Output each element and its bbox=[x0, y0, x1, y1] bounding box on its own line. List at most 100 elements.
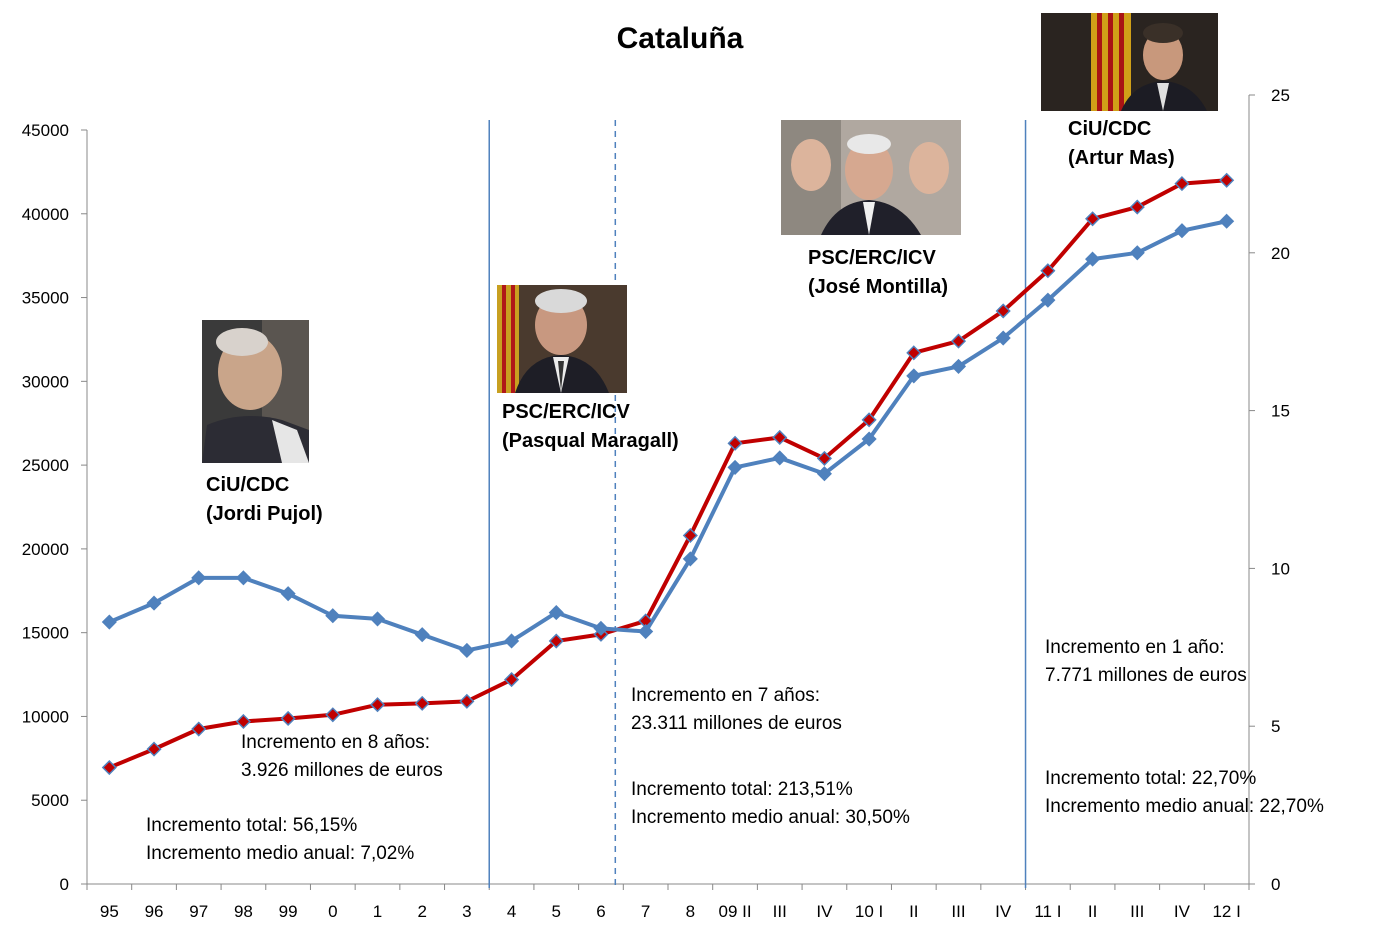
x-tick-label: 1 bbox=[373, 902, 382, 921]
y-right-tick-label: 15 bbox=[1271, 402, 1290, 421]
x-tick-label: II bbox=[909, 902, 918, 921]
period3-total: Incremento total: 22,70% bbox=[1045, 768, 1257, 789]
series-0-point bbox=[325, 707, 341, 723]
period3-increment-label: Incremento en 1 año: bbox=[1045, 637, 1225, 658]
series-0-point bbox=[414, 695, 430, 711]
x-tick-label: 3 bbox=[462, 902, 471, 921]
portrait-jordi-pujol bbox=[202, 320, 309, 463]
x-tick-label: IV bbox=[816, 902, 833, 921]
period2-annual: Incremento medio anual: 30,50% bbox=[631, 807, 910, 828]
x-tick-label: 09 II bbox=[718, 902, 751, 921]
series-0-point bbox=[459, 693, 475, 709]
x-tick-label: 10 I bbox=[855, 902, 883, 921]
series-1-point bbox=[816, 466, 832, 482]
y-left-tick-label: 25000 bbox=[22, 456, 69, 475]
series-0-point bbox=[682, 527, 698, 544]
series-0-point bbox=[548, 633, 564, 649]
x-tick-label: 7 bbox=[641, 902, 650, 921]
period3-amount: 7.771 millones de euros bbox=[1045, 665, 1247, 686]
label-maragall-party: PSC/ERC/ICV bbox=[502, 401, 630, 423]
y-left-tick-label: 15000 bbox=[22, 624, 69, 643]
y-right-tick-label: 25 bbox=[1271, 86, 1290, 105]
series-1-point bbox=[504, 633, 520, 649]
series-0-point bbox=[101, 759, 117, 776]
series-1-point bbox=[146, 595, 162, 611]
label-mas-party: CiU/CDC bbox=[1068, 118, 1152, 140]
label-maragall-name: (Pasqual Maragall) bbox=[502, 430, 679, 452]
period1-amount: 3.926 millones de euros bbox=[241, 760, 443, 781]
series-1-point bbox=[906, 368, 922, 384]
x-tick-label: 2 bbox=[417, 902, 426, 921]
x-tick-label: III bbox=[951, 902, 965, 921]
y-left-tick-label: 0 bbox=[60, 875, 69, 894]
axes: 0 5000 10000 15000 20000 25000 30000 35000 40000… bbox=[22, 86, 1290, 921]
series-1-point bbox=[950, 358, 967, 374]
x-tick-label: III bbox=[1130, 902, 1144, 921]
series-1-point bbox=[682, 551, 698, 567]
series-0-point bbox=[1129, 199, 1145, 215]
x-tick-label: 11 I bbox=[1034, 902, 1061, 921]
series-1-point bbox=[772, 450, 788, 466]
period1-increment: Incremento en 8 años: 3.926 millones de … bbox=[241, 729, 443, 785]
y-left-tick-label: 45000 bbox=[22, 121, 69, 140]
y-right-tick-label: 0 bbox=[1271, 875, 1280, 894]
series-0-point bbox=[950, 333, 967, 349]
y-left-tick-label: 40000 bbox=[22, 205, 69, 224]
period3-increment: Incremento en 1 año: 7.771 millones de e… bbox=[1045, 634, 1247, 690]
x-tick-label: 6 bbox=[596, 902, 605, 921]
series-1-point bbox=[1040, 292, 1056, 308]
series-1-point bbox=[1174, 223, 1190, 239]
series-1-point bbox=[325, 608, 341, 624]
y-left-tick-label: 5000 bbox=[31, 791, 69, 810]
period1-increment-label: Incremento en 8 años: bbox=[241, 732, 431, 753]
series-markers bbox=[101, 172, 1235, 776]
portrait-pasqual-maragall bbox=[497, 285, 627, 393]
x-tick-label: IV bbox=[1174, 902, 1191, 921]
label-mas-name: (Artur Mas) bbox=[1068, 147, 1175, 169]
series-0-point bbox=[146, 741, 162, 757]
x-tick-label: 98 bbox=[234, 902, 253, 921]
series-0-point bbox=[995, 303, 1011, 319]
series-line-0 bbox=[108, 178, 1227, 770]
series-0-point bbox=[235, 713, 251, 730]
series-1-point bbox=[191, 570, 207, 586]
x-tick-label: 0 bbox=[328, 902, 337, 921]
series-1-point bbox=[1129, 245, 1145, 261]
x-tick-label: II bbox=[1088, 902, 1097, 921]
series-line-1 bbox=[108, 219, 1228, 653]
y-right-tick-label: 10 bbox=[1271, 559, 1290, 578]
label-mas: CiU/CDC (Artur Mas) bbox=[1068, 115, 1175, 173]
series-0-point bbox=[280, 710, 296, 727]
x-tick-label: 96 bbox=[145, 902, 164, 921]
series-0-point bbox=[369, 697, 386, 713]
x-tick-label: IV bbox=[995, 902, 1012, 921]
chart-title: Cataluña bbox=[616, 22, 744, 55]
series-1-point bbox=[101, 614, 117, 630]
label-montilla: PSC/ERC/ICV (José Montilla) bbox=[808, 244, 948, 302]
series-lines bbox=[108, 178, 1228, 770]
x-tick-label: 5 bbox=[552, 902, 561, 921]
series-0-point bbox=[504, 672, 520, 688]
period3-stats: Incremento total: 22,70% Incremento medi… bbox=[1045, 765, 1324, 821]
period2-amount: 23.311 millones de euros bbox=[631, 713, 842, 734]
period-dividers bbox=[488, 120, 1027, 888]
series-0-point bbox=[1174, 176, 1190, 192]
series-0-point bbox=[727, 435, 743, 451]
x-tick-label: 4 bbox=[507, 902, 516, 921]
series-0-point bbox=[1219, 172, 1235, 188]
series-0-point bbox=[861, 412, 877, 428]
series-0-point bbox=[1085, 211, 1101, 227]
portrait-jose-montilla bbox=[781, 120, 961, 235]
x-tick-label: 12 I bbox=[1212, 902, 1240, 921]
label-pujol-party: CiU/CDC bbox=[206, 474, 290, 496]
label-maragall: PSC/ERC/ICV (Pasqual Maragall) bbox=[502, 398, 679, 456]
series-0-point bbox=[772, 429, 788, 446]
y-left-tick-label: 35000 bbox=[22, 289, 69, 308]
series-1-point bbox=[414, 627, 430, 643]
y-left-tick-label: 10000 bbox=[22, 707, 69, 726]
series-0-point bbox=[191, 721, 207, 737]
series-1-point bbox=[1219, 213, 1235, 229]
series-0-point bbox=[906, 345, 922, 361]
x-tick-label: 99 bbox=[279, 902, 298, 921]
portrait-artur-mas bbox=[1041, 13, 1218, 111]
